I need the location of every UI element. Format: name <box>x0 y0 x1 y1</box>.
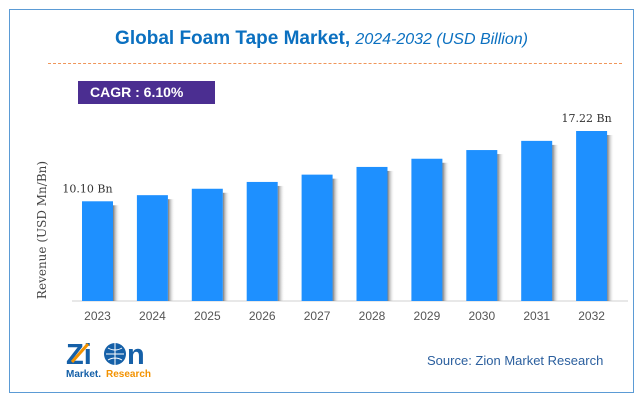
chart-title: Global Foam Tape Market, 2024-2032 (USD … <box>0 28 643 50</box>
bar-shadow <box>442 162 450 301</box>
logo-research: Research <box>106 369 151 380</box>
data-label: 10.10 Bn <box>62 182 112 195</box>
logo-market: Market. <box>66 369 101 380</box>
bar-shadow <box>113 205 120 301</box>
bar-2032 <box>576 131 608 301</box>
bar-shadow <box>497 154 505 301</box>
bar-shadow <box>552 144 560 301</box>
title-main: Global Foam Tape Market, <box>115 28 351 49</box>
x-tick-label: 2029 <box>414 309 441 323</box>
x-tick-label: 2025 <box>194 309 221 323</box>
title-subtitle: 2024-2032 (USD Billion) <box>355 31 528 48</box>
bar-shadow <box>277 185 285 301</box>
bar-2031 <box>521 140 553 301</box>
bar-shadow <box>222 192 230 301</box>
x-tick-label: 2028 <box>359 309 386 323</box>
bar-2030 <box>466 150 498 301</box>
bar-shadow <box>332 178 340 301</box>
x-tick-label: 2026 <box>249 309 276 323</box>
data-label: 17.22 Bn <box>562 112 612 125</box>
bar-2027 <box>301 174 333 301</box>
bar-2025 <box>191 188 223 301</box>
zion-logo: Zi n Market. Research <box>66 339 151 380</box>
bar-2029 <box>411 158 443 301</box>
x-tick-label: 2032 <box>578 309 605 323</box>
x-tick-label: 2027 <box>304 309 331 323</box>
svg-text:n: n <box>127 339 145 371</box>
bar-shadow <box>607 135 615 301</box>
bar-shadow <box>387 170 395 301</box>
cagr-badge: CAGR : 6.10% <box>78 81 215 104</box>
bar-2023 <box>82 201 113 301</box>
x-tick-label: 2031 <box>523 309 550 323</box>
bar-shadow <box>167 199 175 301</box>
bar-2028 <box>356 166 388 301</box>
x-tick-label: 2023 <box>84 309 111 323</box>
chart-frame <box>9 9 634 393</box>
bar-2026 <box>246 181 278 301</box>
bar-2024 <box>136 195 168 301</box>
source-note: Source: Zion Market Research <box>427 353 604 368</box>
title-divider <box>48 63 622 64</box>
x-tick-label: 2030 <box>468 309 495 323</box>
x-tick-label: 2024 <box>139 309 166 323</box>
